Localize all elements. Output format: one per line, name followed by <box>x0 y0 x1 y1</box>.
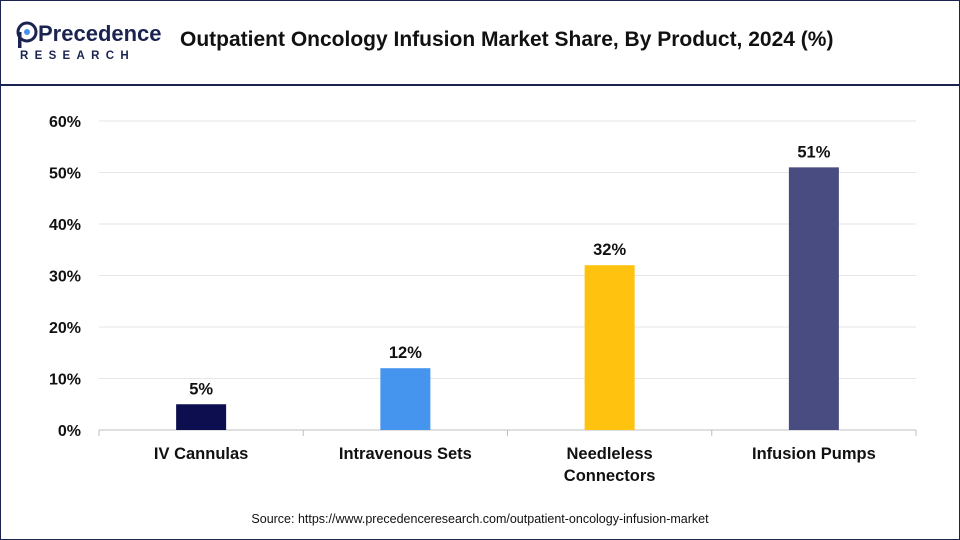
x-tick-label: IV Cannulas <box>154 445 248 463</box>
y-tick-label: 10% <box>49 372 81 389</box>
x-tick-label: Needleless Connectors <box>564 445 656 485</box>
logo-text-sub: RESEARCH <box>20 50 135 62</box>
x-tick-label: Infusion Pumps <box>752 445 876 463</box>
data-label: 32% <box>593 241 626 259</box>
source-note: Source: https://www.precedenceresearch.c… <box>251 512 709 526</box>
bar-chart: 0% 10% 20% 30% 40% 50% 60% 5% IV Cannulas 12% Intr… <box>49 114 917 485</box>
x-tick-label: Intravenous Sets <box>339 445 472 463</box>
precedence-research-logo: Precedence RESEARCH <box>16 21 161 62</box>
y-tick-label: 30% <box>49 269 81 286</box>
data-label: 51% <box>797 143 830 161</box>
bar <box>584 265 635 430</box>
bar <box>380 368 431 430</box>
logo-text-main: Precedence <box>38 21 161 46</box>
data-label: 5% <box>189 380 213 398</box>
y-tick-label: 0% <box>58 423 81 440</box>
data-label: 12% <box>389 344 422 362</box>
bar <box>788 167 839 430</box>
bar <box>176 404 227 430</box>
y-tick-label: 60% <box>49 114 81 131</box>
y-tick-label: 20% <box>49 320 81 337</box>
header: Precedence RESEARCH Outpatient Oncology … <box>0 0 960 86</box>
chart-title: Outpatient Oncology Infusion Market Shar… <box>180 28 834 51</box>
y-tick-label: 40% <box>49 217 81 234</box>
y-tick-label: 50% <box>49 166 81 183</box>
